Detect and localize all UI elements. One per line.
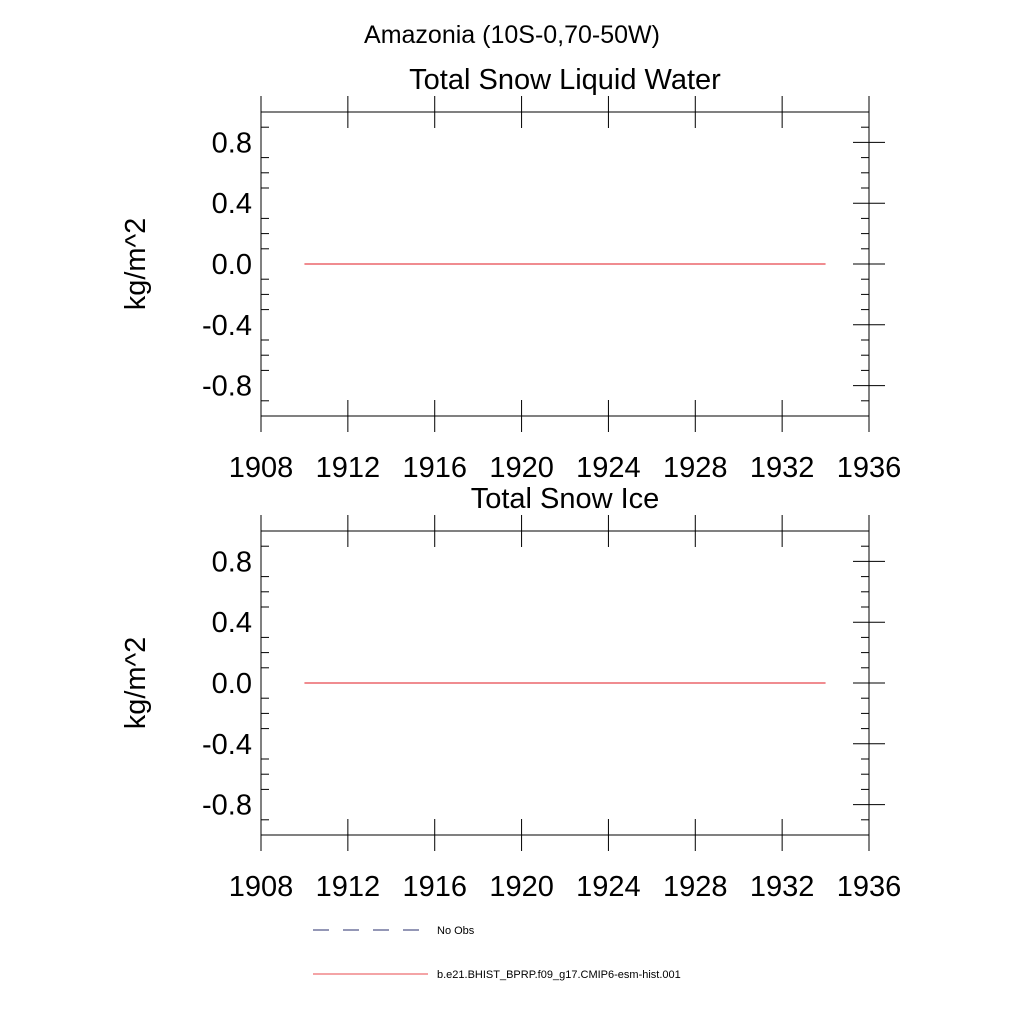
chart-title: Total Snow Ice: [471, 483, 660, 515]
legend: No Obs b.e21.BHIST_BPRP.f09_g17.CMIP6-esm…: [313, 925, 681, 981]
y-axis-label: kg/m^2: [120, 218, 152, 311]
charts: Total Snow Liquid Water 1908 1912 1916 1920 1…: [120, 64, 901, 903]
chart-panel-1: Total Snow Liquid Water 1908 1912 1916 1920 1…: [120, 64, 901, 484]
legend-label-2: b.e21.BHIST_BPRP.f09_g17.CMIP6-esm-hist.…: [437, 969, 681, 981]
chart-title: Total Snow Liquid Water: [409, 64, 721, 96]
x-tick-label: 1936: [837, 871, 902, 903]
x-tick-label: 1916: [402, 452, 467, 484]
x-tick-label: 1928: [663, 452, 728, 484]
x-tick-label: 1932: [750, 871, 815, 903]
x-tick-label: 1920: [489, 452, 554, 484]
x-tick-label: 1916: [402, 871, 467, 903]
x-tick-label: 1912: [316, 452, 381, 484]
y-tick-label: 0.0: [212, 249, 252, 281]
x-tick-label: 1920: [489, 871, 554, 903]
x-tick-label: 1928: [663, 871, 728, 903]
x-tick-label: 1936: [837, 452, 902, 484]
y-tick-label: 0.8: [212, 127, 252, 159]
page-title: Amazonia (10S-0,70-50W): [364, 21, 660, 49]
y-tick-label: 0.8: [212, 546, 252, 578]
legend-label-1: No Obs: [437, 925, 475, 937]
x-tick-label: 1908: [229, 452, 294, 484]
y-tick-label: 0.0: [212, 668, 252, 700]
x-tick-label: 1912: [316, 871, 381, 903]
y-tick-label: -0.4: [202, 729, 252, 761]
y-tick-label: -0.4: [202, 310, 252, 342]
y-tick-label: -0.8: [202, 371, 252, 403]
y-tick-label: 0.4: [212, 607, 252, 639]
x-tick-label: 1924: [576, 452, 641, 484]
x-tick-label: 1932: [750, 452, 815, 484]
x-tick-label: 1924: [576, 871, 641, 903]
chart-panel-2: Total Snow Ice 1908 1912 1916 1920 1924 1928 19…: [120, 483, 901, 903]
y-axis-label: kg/m^2: [120, 637, 152, 730]
y-tick-label: 0.4: [212, 188, 252, 220]
x-tick-label: 1908: [229, 871, 294, 903]
y-tick-label: -0.8: [202, 790, 252, 822]
